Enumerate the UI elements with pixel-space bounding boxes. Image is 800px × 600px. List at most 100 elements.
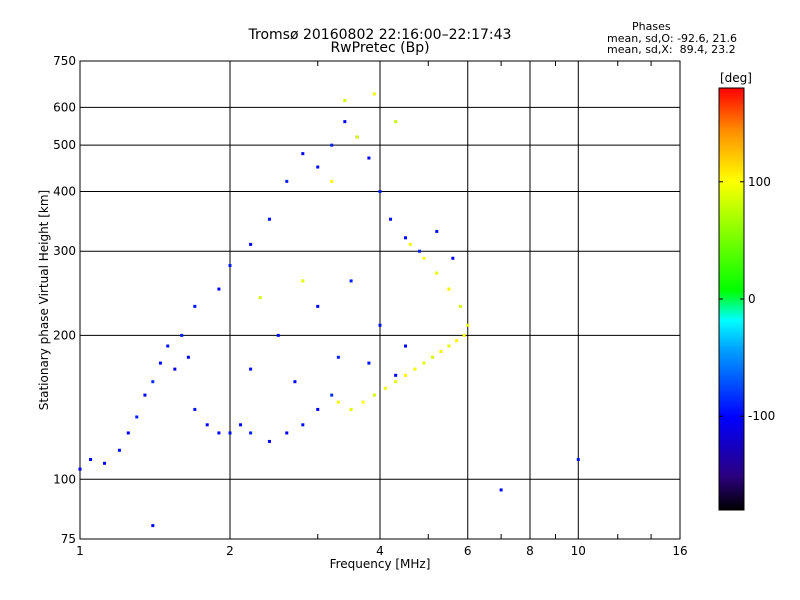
data-point-x <box>343 99 347 103</box>
data-point-o <box>249 367 253 371</box>
x-tick-label: 8 <box>526 544 534 558</box>
y-tick-label: 100 <box>53 472 76 486</box>
data-point-x <box>336 400 340 404</box>
data-point-x <box>361 400 365 404</box>
data-point-o <box>403 344 407 348</box>
y-axis-label: Stationary phase Virtual Height [km] <box>37 190 51 410</box>
data-point-x <box>435 271 439 275</box>
data-point-x <box>394 120 398 124</box>
data-point-x <box>355 135 359 139</box>
data-point-x <box>394 380 398 384</box>
data-point-o <box>193 407 197 411</box>
data-point-o <box>293 380 297 384</box>
data-point-x <box>422 256 426 260</box>
chart-subtitle: RwPretec (Bp) <box>330 40 430 56</box>
data-point-x <box>455 339 459 343</box>
data-point-o <box>285 179 289 183</box>
data-point-o <box>135 415 139 419</box>
data-point-o <box>451 256 455 260</box>
data-point-o <box>205 423 209 427</box>
x-axis-label: Frequency [MHz] <box>330 557 431 571</box>
data-point-o <box>239 423 243 427</box>
data-point-o <box>173 367 177 371</box>
data-point-o <box>228 264 232 268</box>
y-tick-label: 75 <box>61 532 76 546</box>
data-point-o <box>193 304 197 308</box>
data-point-x <box>413 367 417 371</box>
x-tick-label: 4 <box>376 544 384 558</box>
chart-title: Tromsø 20160802 22:16:00–22:17:43 <box>248 27 512 43</box>
colorbar-unit-label: [deg] <box>720 71 752 85</box>
y-tick-label: 750 <box>53 54 76 68</box>
colorbar-tick-label: -100 <box>748 409 775 423</box>
data-point-o <box>378 323 382 327</box>
data-point-o <box>166 344 170 348</box>
data-point-o <box>316 304 320 308</box>
data-point-x <box>462 333 466 337</box>
data-point-o <box>499 488 503 492</box>
data-point-o <box>217 431 221 435</box>
colorbar-tick-label: 0 <box>748 292 756 306</box>
stats-x-mode: mean, sd,X: 89.4, 23.2 <box>607 43 736 56</box>
data-point-x <box>458 304 462 308</box>
data-point-x <box>258 296 262 300</box>
data-point-o <box>158 361 162 365</box>
x-tick-label: 2 <box>226 544 234 558</box>
data-point-o <box>378 189 382 193</box>
stats-o-mode: mean, sd,O: -92.6, 21.6 <box>607 32 738 45</box>
data-point-o <box>301 423 305 427</box>
data-point-o <box>367 361 371 365</box>
data-point-o <box>103 461 107 465</box>
data-point-o <box>151 524 155 528</box>
y-tick-label: 200 <box>53 328 76 342</box>
data-point-x <box>403 373 407 377</box>
data-point-o <box>117 448 121 452</box>
data-point-o <box>389 217 393 221</box>
data-point-o <box>336 355 340 359</box>
data-point-x <box>439 350 443 354</box>
data-point-o <box>316 407 320 411</box>
data-point-x <box>447 287 451 291</box>
data-point-x <box>466 323 470 327</box>
data-point-o <box>180 333 184 337</box>
data-point-x <box>447 344 451 348</box>
data-point-o <box>435 229 439 233</box>
y-tick-label: 300 <box>53 244 76 258</box>
data-point-x <box>373 393 377 397</box>
data-point-x <box>408 242 412 246</box>
data-point-o <box>276 333 280 337</box>
x-tick-label: 6 <box>464 544 472 558</box>
data-point-o <box>316 165 320 169</box>
data-point-o <box>343 120 347 124</box>
data-point-o <box>330 143 334 147</box>
data-point-o <box>217 287 221 291</box>
data-point-o <box>330 393 334 397</box>
y-axis-ticks: 75 100 200 300 400 500 600 750 <box>53 54 76 546</box>
y-tick-label: 600 <box>53 100 76 114</box>
data-point-o <box>301 152 305 156</box>
data-point-x <box>349 407 353 411</box>
data-point-o <box>267 217 271 221</box>
data-points <box>78 92 580 528</box>
data-point-x <box>301 279 305 283</box>
data-point-o <box>285 431 289 435</box>
data-point-o <box>89 457 93 461</box>
x-tick-label: 10 <box>571 544 586 558</box>
data-point-o <box>403 236 407 240</box>
y-tick-label: 400 <box>53 184 76 198</box>
stats-heading: Phases <box>632 20 671 33</box>
data-point-o <box>417 249 421 253</box>
data-point-o <box>349 279 353 283</box>
data-point-x <box>422 361 426 365</box>
data-point-x <box>383 386 387 390</box>
data-point-o <box>228 431 232 435</box>
data-point-o <box>78 467 82 471</box>
data-point-o <box>143 393 147 397</box>
data-point-x <box>431 355 435 359</box>
data-point-o <box>576 457 580 461</box>
data-point-o <box>267 439 271 443</box>
data-point-o <box>126 431 130 435</box>
data-point-x <box>330 179 334 183</box>
x-tick-label: 16 <box>672 544 687 558</box>
